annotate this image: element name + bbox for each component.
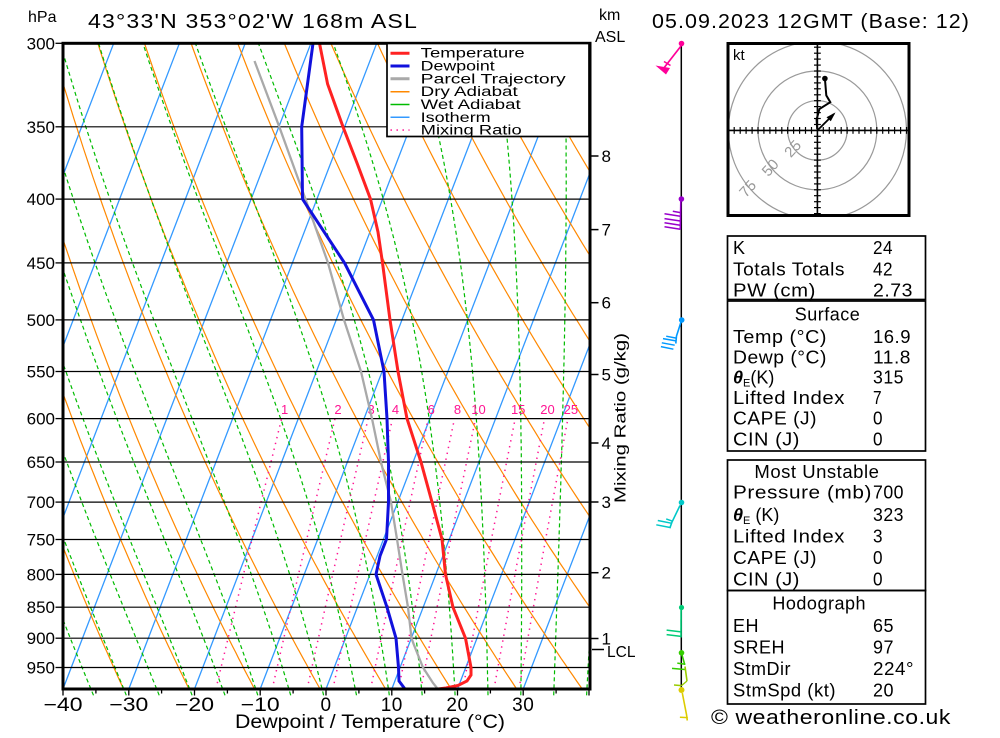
svg-text:500: 500	[27, 311, 55, 330]
svg-text:11.8: 11.8	[873, 348, 911, 368]
svg-text:θE(K): θE(K)	[733, 367, 774, 389]
svg-text:650: 650	[27, 453, 55, 472]
svg-text:350: 350	[27, 118, 55, 137]
svg-text:7: 7	[873, 388, 882, 408]
svg-text:850: 850	[27, 598, 55, 617]
svg-text:43°33'N 353°02'W 168m ASL: 43°33'N 353°02'W 168m ASL	[88, 11, 418, 33]
svg-text:400: 400	[27, 190, 55, 209]
svg-text:900: 900	[27, 629, 55, 648]
svg-text:6: 6	[602, 294, 611, 313]
svg-text:StmDir: StmDir	[733, 659, 791, 679]
svg-text:1: 1	[281, 402, 288, 417]
svg-text:750: 750	[27, 531, 55, 550]
svg-text:20: 20	[540, 402, 554, 417]
svg-text:5: 5	[602, 366, 611, 385]
svg-text:kt: kt	[733, 47, 746, 64]
svg-text:ASL: ASL	[595, 29, 625, 46]
svg-text:3: 3	[873, 526, 883, 546]
svg-text:−30: −30	[109, 695, 148, 716]
svg-text:Mixing Ratio: Mixing Ratio	[421, 123, 522, 138]
svg-text:450: 450	[27, 254, 55, 273]
svg-text:SREH: SREH	[733, 638, 785, 658]
svg-text:Hodograph: Hodograph	[772, 594, 866, 614]
svg-text:−40: −40	[44, 695, 83, 716]
svg-text:2.73: 2.73	[873, 281, 913, 301]
svg-text:24: 24	[873, 238, 893, 258]
svg-text:950: 950	[27, 659, 55, 678]
svg-text:97: 97	[873, 638, 894, 658]
svg-text:θE (K): θE (K)	[733, 505, 779, 527]
svg-text:Dewp (°C): Dewp (°C)	[733, 348, 827, 368]
svg-text:CIN (J): CIN (J)	[733, 429, 800, 449]
svg-text:Surface: Surface	[795, 304, 861, 324]
svg-text:700: 700	[873, 483, 904, 503]
svg-text:20: 20	[873, 680, 894, 700]
svg-text:4: 4	[602, 434, 611, 453]
svg-text:600: 600	[27, 410, 55, 429]
svg-text:05.09.2023 12GMT (Base: 12): 05.09.2023 12GMT (Base: 12)	[652, 11, 970, 33]
svg-text:0: 0	[873, 409, 883, 429]
svg-text:16.9: 16.9	[873, 327, 911, 347]
svg-text:© weatheronline.co.uk: © weatheronline.co.uk	[711, 707, 952, 729]
svg-text:15: 15	[511, 402, 525, 417]
svg-text:StmSpd (kt): StmSpd (kt)	[733, 680, 836, 700]
svg-text:4: 4	[392, 402, 399, 417]
svg-text:PW (cm): PW (cm)	[733, 281, 816, 301]
svg-text:hPa: hPa	[28, 9, 57, 26]
svg-text:550: 550	[27, 363, 55, 382]
svg-text:Lifted Index: Lifted Index	[733, 388, 845, 408]
svg-text:30: 30	[512, 695, 534, 716]
svg-text:0: 0	[873, 429, 883, 449]
svg-text:7: 7	[602, 221, 611, 240]
svg-text:Temp (°C): Temp (°C)	[733, 327, 827, 347]
svg-text:CAPE (J): CAPE (J)	[733, 548, 817, 568]
svg-text:Totals Totals: Totals Totals	[733, 259, 845, 279]
svg-text:0: 0	[873, 548, 883, 568]
svg-text:Most Unstable: Most Unstable	[754, 462, 879, 482]
svg-text:CIN (J): CIN (J)	[733, 570, 800, 590]
svg-text:LCL: LCL	[607, 644, 636, 661]
svg-text:42: 42	[873, 259, 893, 279]
svg-text:8: 8	[602, 147, 611, 166]
svg-text:3: 3	[602, 493, 611, 512]
svg-text:Dewpoint / Temperature (°C): Dewpoint / Temperature (°C)	[235, 712, 505, 733]
svg-text:8: 8	[454, 402, 461, 417]
svg-text:K: K	[733, 238, 746, 258]
svg-text:2: 2	[602, 564, 611, 583]
svg-text:25: 25	[564, 402, 578, 417]
svg-text:0: 0	[873, 570, 883, 590]
svg-text:km: km	[599, 7, 620, 24]
svg-text:Lifted Index: Lifted Index	[733, 526, 845, 546]
svg-text:10: 10	[471, 402, 485, 417]
svg-text:323: 323	[873, 505, 904, 525]
svg-text:65: 65	[873, 616, 894, 636]
svg-text:6: 6	[428, 402, 435, 417]
svg-text:Mixing Ratio (g/kg): Mixing Ratio (g/kg)	[613, 333, 630, 503]
svg-text:300: 300	[27, 34, 55, 53]
svg-text:Pressure (mb): Pressure (mb)	[733, 483, 872, 503]
svg-text:700: 700	[27, 493, 55, 512]
svg-text:EH: EH	[733, 616, 759, 636]
svg-text:−20: −20	[175, 695, 214, 716]
svg-text:224°: 224°	[873, 659, 914, 679]
svg-text:CAPE (J): CAPE (J)	[733, 409, 817, 429]
svg-text:315: 315	[873, 367, 904, 387]
svg-text:2: 2	[334, 402, 341, 417]
svg-text:800: 800	[27, 565, 55, 584]
